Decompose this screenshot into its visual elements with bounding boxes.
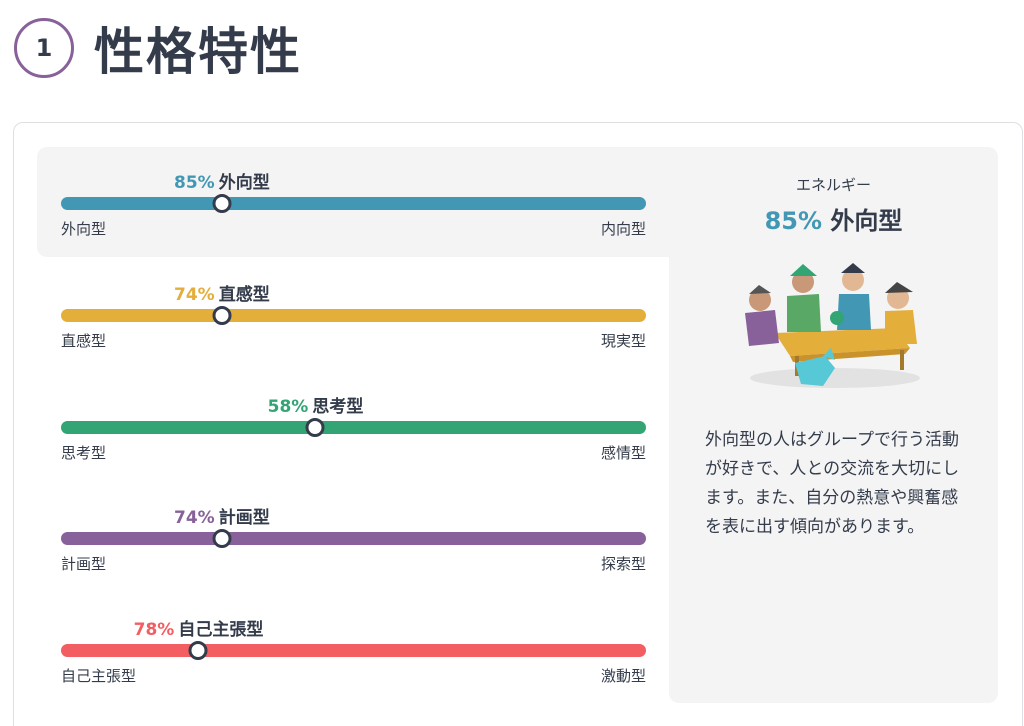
page-title: 性格特性 — [94, 23, 302, 81]
trait-bar[interactable] — [61, 421, 646, 434]
trait-left-label: 思考型 — [61, 444, 107, 462]
trait-heading: 74% 直感型 — [174, 280, 270, 305]
trait-name: 計画型 — [218, 508, 270, 528]
trait-percent: 85% — [174, 173, 215, 193]
group-discussion-illustration-icon — [745, 263, 920, 388]
trait-marker — [212, 306, 232, 325]
trait-percent: 74% — [174, 285, 215, 305]
trait-bar[interactable] — [61, 309, 646, 322]
trait-name: 思考型 — [312, 397, 364, 417]
section-header: 1 性格特性 — [14, 12, 302, 84]
trait-right-label: 感情型 — [600, 444, 646, 462]
trait-left-label: 計画型 — [61, 555, 107, 573]
trait-right-label: 内向型 — [600, 220, 646, 238]
trait-description: 外向型の人はグループで行う活動が好きで、人との交流を大切にします。また、自分の熱… — [705, 430, 960, 537]
step-number-badge: 1 — [14, 18, 74, 78]
trait-heading: 85% 外向型 — [174, 168, 270, 193]
trait-marker — [212, 529, 232, 548]
trait-category-label: エネルギー — [795, 176, 871, 194]
trait-heading: 78% 自己主張型 — [134, 615, 264, 640]
trait-heading: 74% 計画型 — [174, 503, 270, 528]
trait-name: 外向型 — [218, 173, 270, 193]
trait-left-label: 直感型 — [61, 332, 107, 350]
trait-percent: 74% — [174, 508, 215, 528]
trait-right-label: 探索型 — [600, 555, 646, 573]
trait-left-label: 外向型 — [61, 220, 107, 238]
trait-left-label: 自己主張型 — [61, 667, 137, 685]
trait-marker — [305, 418, 325, 437]
trait-detail-title: 85% 外向型 — [669, 201, 998, 236]
trait-right-label: 激動型 — [600, 667, 646, 685]
trait-marker — [188, 641, 208, 660]
trait-bar[interactable] — [61, 644, 646, 657]
trait-percent: 58% — [267, 397, 309, 417]
trait-name: 自己主張型 — [178, 620, 264, 640]
trait-right-label: 現実型 — [600, 332, 646, 350]
trait-bar[interactable] — [61, 532, 646, 545]
trait-percent: 78% — [133, 620, 175, 640]
trait-detail-name: 外向型 — [830, 207, 903, 235]
trait-marker — [212, 194, 232, 213]
trait-detail-panel — [669, 147, 998, 703]
trait-name: 直感型 — [218, 285, 270, 305]
trait-detail-percent: 85% — [764, 207, 823, 235]
trait-heading: 58% 思考型 — [268, 392, 364, 417]
trait-bar[interactable] — [61, 197, 646, 210]
